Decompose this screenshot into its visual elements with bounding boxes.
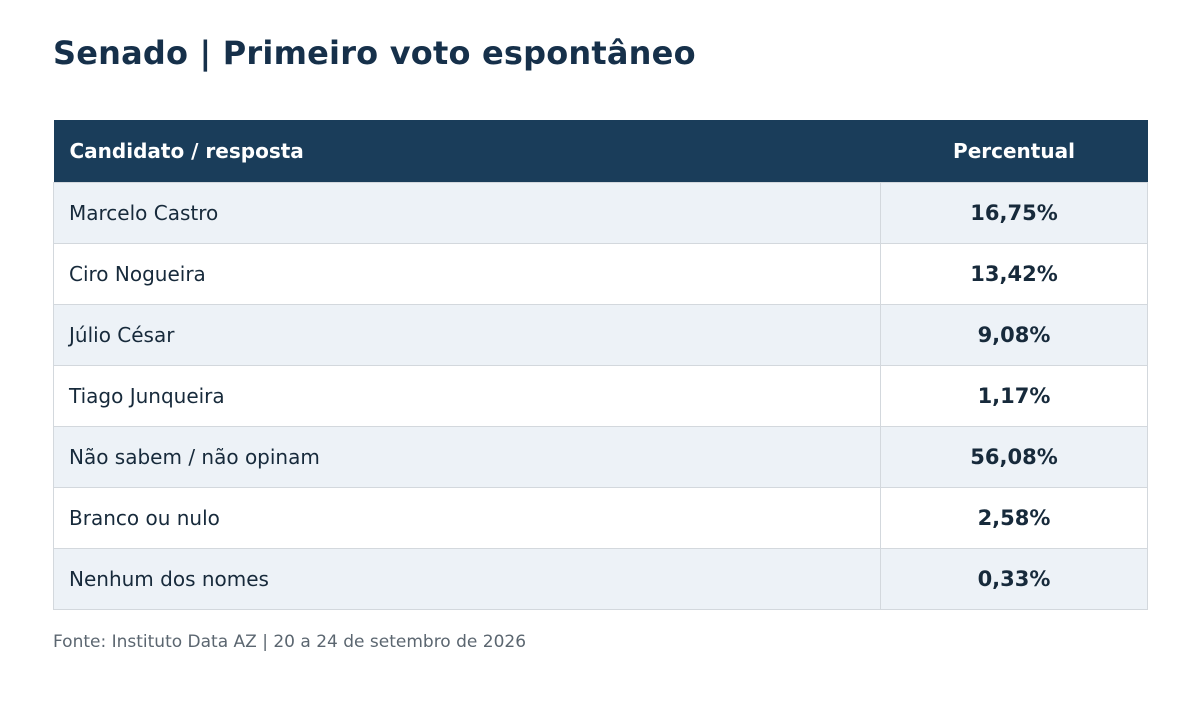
candidate-name: Branco ou nulo bbox=[53, 487, 881, 549]
candidate-name: Marcelo Castro bbox=[53, 182, 881, 244]
source-note: Fonte: Instituto Data AZ | 20 a 24 de se… bbox=[53, 632, 527, 652]
candidate-name: Ciro Nogueira bbox=[53, 243, 881, 305]
table-row: Ciro Nogueira 13,42% bbox=[53, 243, 1148, 305]
percent-value: 1,17% bbox=[880, 365, 1148, 427]
table-header-row: Candidato / resposta Percentual bbox=[53, 120, 1148, 183]
percent-value: 2,58% bbox=[880, 487, 1148, 549]
table-row: Não sabem / não opinam 56,08% bbox=[53, 426, 1148, 488]
candidate-name: Não sabem / não opinam bbox=[53, 426, 881, 488]
candidate-name: Júlio César bbox=[53, 304, 881, 366]
column-header-percent: Percentual bbox=[880, 120, 1148, 183]
percent-value: 9,08% bbox=[880, 304, 1148, 366]
table-row: Branco ou nulo 2,58% bbox=[53, 487, 1148, 549]
results-table: Candidato / resposta Percentual Marcelo … bbox=[53, 120, 1148, 610]
percent-value: 13,42% bbox=[880, 243, 1148, 305]
table-row: Marcelo Castro 16,75% bbox=[53, 182, 1148, 244]
percent-value: 0,33% bbox=[880, 548, 1148, 610]
percent-value: 56,08% bbox=[880, 426, 1148, 488]
table-row: Tiago Junqueira 1,17% bbox=[53, 365, 1148, 427]
table-row: Nenhum dos nomes 0,33% bbox=[53, 548, 1148, 610]
percent-value: 16,75% bbox=[880, 182, 1148, 244]
page-title: Senado | Primeiro voto espontâneo bbox=[53, 34, 696, 72]
table-row: Júlio César 9,08% bbox=[53, 304, 1148, 366]
column-header-candidate: Candidato / resposta bbox=[53, 120, 881, 183]
candidate-name: Tiago Junqueira bbox=[53, 365, 881, 427]
candidate-name: Nenhum dos nomes bbox=[53, 548, 881, 610]
